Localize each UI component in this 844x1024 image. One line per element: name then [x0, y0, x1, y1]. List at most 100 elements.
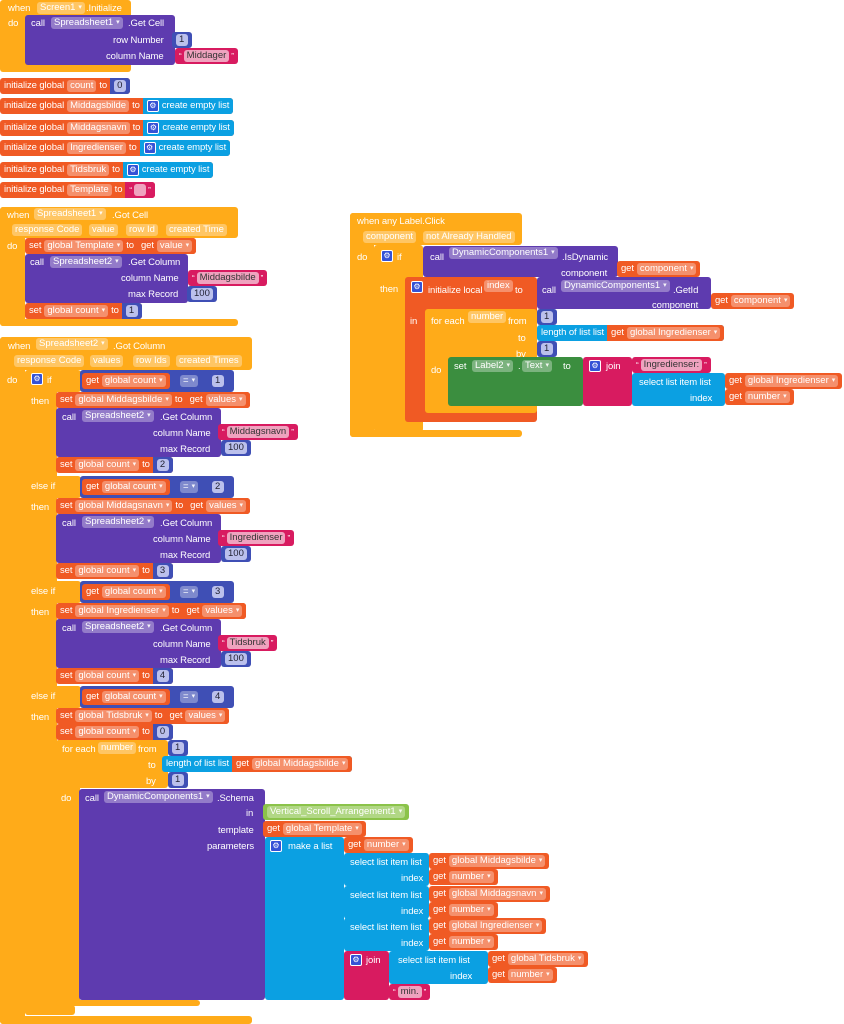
get-values[interactable]: get values ▾: [165, 708, 230, 724]
label-click-list-var-dropdown[interactable]: global Ingredienser ▾: [626, 327, 721, 339]
got-cell-max-field[interactable]: 100: [191, 288, 213, 300]
get-global-template[interactable]: get global Template ▾: [263, 821, 366, 837]
row-number-block[interactable]: 1: [172, 32, 192, 48]
get-values[interactable]: get values ▾: [186, 498, 251, 514]
got-column-loop-list-var-dropdown[interactable]: global Middagsbilde ▾: [251, 758, 349, 770]
got-column-loop-from-field[interactable]: 1: [172, 742, 184, 754]
get-number[interactable]: get number ▾: [429, 869, 498, 885]
got-column-event-bottom[interactable]: [0, 1016, 252, 1024]
got-column-branches-0-column-string-literal[interactable]: “ Middagsnavn ”: [222, 426, 294, 438]
got-column-branches-1-max-field[interactable]: 100: [225, 548, 247, 560]
got-column-count-var-dropdown[interactable]: global count ▾: [101, 481, 166, 493]
got-cell-set-var-dropdown[interactable]: global Template ▾: [44, 240, 124, 252]
get-number[interactable]: get number ▾: [429, 934, 498, 950]
get-number[interactable]: get number ▾: [344, 837, 413, 853]
got-column-branches-1-next-field[interactable]: 3: [156, 565, 169, 577]
got-column-schema-in-component-dropdown[interactable]: Vertical_Scroll_Arrangement1 ▾: [267, 806, 406, 818]
for-each-bottom[interactable]: [56, 1000, 200, 1006]
gear-icon[interactable]: ⚙: [589, 360, 601, 372]
got-column-schema-target-dropdown[interactable]: DynamicComponents1 ▾: [104, 791, 213, 803]
create-empty-list-block[interactable]: ⚙ create empty list: [142, 98, 234, 114]
spreadsheet2-get-column-call[interactable]: [56, 408, 221, 457]
get-number[interactable]: get number ▾: [429, 902, 498, 918]
label-click-string-string-field[interactable]: Ingredienser:: [640, 359, 703, 371]
label-click-params-1-field[interactable]: not Already Handled: [423, 231, 515, 243]
number-block[interactable]: 0: [110, 78, 131, 94]
gear-icon[interactable]: ⚙: [270, 840, 282, 852]
got-cell-params-2-field[interactable]: row Id: [126, 224, 158, 236]
create-empty-list-block[interactable]: ⚙ create empty list: [122, 162, 214, 178]
got-cell-column-string-field[interactable]: Middagsbilde: [196, 272, 259, 284]
got-column-schema-first-param-dropdown[interactable]: number ▾: [363, 839, 409, 851]
set-variable[interactable]: set global Middagsnavn ▾ to get values ▾: [56, 498, 251, 514]
column-name-string-block[interactable]: “ Tidsbruk ”: [218, 635, 278, 651]
got-column-schema-index-var-dropdown[interactable]: number ▾: [448, 904, 494, 916]
get-block[interactable]: get value ▾: [137, 238, 197, 254]
max-record-block[interactable]: 100: [221, 546, 251, 562]
min-string-block[interactable]: “ min. ”: [389, 984, 431, 1000]
got-cell-column-string-literal[interactable]: “ Middagsbilde ”: [192, 272, 263, 284]
get-number[interactable]: get number ▾: [488, 967, 557, 983]
got-column-get-values-dropdown[interactable]: values ▾: [202, 605, 243, 617]
set-global-count[interactable]: set global count ▾ to 3: [56, 563, 173, 579]
set-global-count[interactable]: set global count ▾ to 0: [56, 724, 173, 740]
got-column-loop-by-field[interactable]: 1: [172, 774, 184, 786]
got-column-branches-1-column-string-literal[interactable]: “ Ingredienser ”: [222, 532, 290, 544]
spreadsheet2-get-column-call[interactable]: [56, 514, 221, 563]
initialize-global-3[interactable]: initialize global Ingredienser to ⚙ create e…: [0, 140, 231, 156]
got-column-loop-var-field[interactable]: number: [98, 742, 137, 754]
label-click-local-var-field[interactable]: index: [484, 280, 513, 292]
max-record-block[interactable]: 100: [221, 440, 251, 456]
screen-init-column-string-field[interactable]: Middager: [183, 50, 230, 62]
gear-icon[interactable]: ⚙: [31, 373, 43, 385]
initialize-global-5[interactable]: initialize global Template to “”: [0, 182, 155, 198]
by-number-block[interactable]: 1: [168, 772, 188, 788]
initialize-global-2[interactable]: initialize global Middagsnavn to ⚙ create em…: [0, 120, 234, 136]
got-cell-count-value-field[interactable]: 1: [125, 305, 138, 317]
kw-eq-dropdown[interactable]: = ▾: [180, 481, 199, 493]
column-name-string-block[interactable]: “ Middager ”: [175, 48, 238, 64]
gear-icon[interactable]: ⚙: [126, 164, 139, 176]
select-list-item-block[interactable]: [344, 886, 429, 919]
if-else-block-bottom[interactable]: [25, 1005, 75, 1015]
get-list-variable[interactable]: get global Middagsbilde ▾: [429, 853, 550, 869]
got-column-component-dropdown[interactable]: Spreadsheet2 ▾: [36, 338, 108, 350]
got-column-schema-lists-2-dropdown[interactable]: global Ingredienser ▾: [448, 920, 543, 932]
get-component[interactable]: get component ▾: [711, 293, 795, 309]
if-condition-socket-2[interactable]: [25, 581, 81, 603]
label-click-set-prop-dropdown[interactable]: Text ▾: [522, 360, 552, 372]
from-number-block[interactable]: 1: [537, 309, 557, 325]
got-column-params-3-field[interactable]: created Times: [176, 355, 242, 367]
globals-0-value-field[interactable]: 0: [114, 80, 127, 92]
select-list-item-block[interactable]: [344, 853, 429, 886]
got-column-branches-0-max-field[interactable]: 100: [225, 442, 247, 454]
label-click-index-var-dropdown[interactable]: number ▾: [744, 391, 790, 403]
got-column-get-values-dropdown[interactable]: values ▾: [185, 710, 226, 722]
spreadsheet2-get-column-call[interactable]: [25, 254, 188, 303]
get-global-count[interactable]: get global count ▾: [82, 373, 170, 389]
initialize-global-4[interactable]: initialize global Tidsbruk to ⚙ create empty…: [0, 162, 214, 178]
get-id-call[interactable]: [537, 277, 711, 309]
get-values[interactable]: get values ▾: [182, 603, 247, 619]
got-cell-target-dropdown[interactable]: Spreadsheet2 ▾: [50, 256, 122, 268]
got-column-schema-suffix-string-literal[interactable]: “ min. ”: [393, 986, 426, 998]
gear-icon[interactable]: ⚙: [381, 250, 393, 262]
globals-0-name-field[interactable]: count: [67, 80, 97, 92]
max-record-block[interactable]: 100: [221, 651, 251, 667]
set-label2-text-block[interactable]: [448, 357, 583, 406]
select-list-item-block[interactable]: [632, 373, 725, 406]
get-global-ingredienser[interactable]: get global Ingredienser ▾: [725, 373, 843, 389]
label-click-params-0-field[interactable]: component: [363, 231, 417, 243]
gear-icon[interactable]: ⚙: [147, 122, 160, 134]
got-column-branches-0-cond-field[interactable]: 1: [212, 375, 224, 387]
got-column-count-var-dropdown[interactable]: global count ▾: [101, 586, 166, 598]
initialize-global-0[interactable]: initialize global count to 0: [0, 78, 131, 94]
label-click-by-field[interactable]: 1: [541, 343, 553, 355]
got-column-target-dropdown[interactable]: Spreadsheet2 ▾: [82, 621, 154, 633]
got-column-get-values-dropdown[interactable]: values ▾: [205, 394, 246, 406]
number-block[interactable]: 0: [152, 724, 173, 740]
get-global-tidsbruk[interactable]: get global Tidsbruk ▾: [488, 951, 589, 967]
got-cell-count-var-dropdown[interactable]: global count ▾: [44, 305, 109, 317]
got-column-params-2-field[interactable]: row Ids: [133, 355, 170, 367]
